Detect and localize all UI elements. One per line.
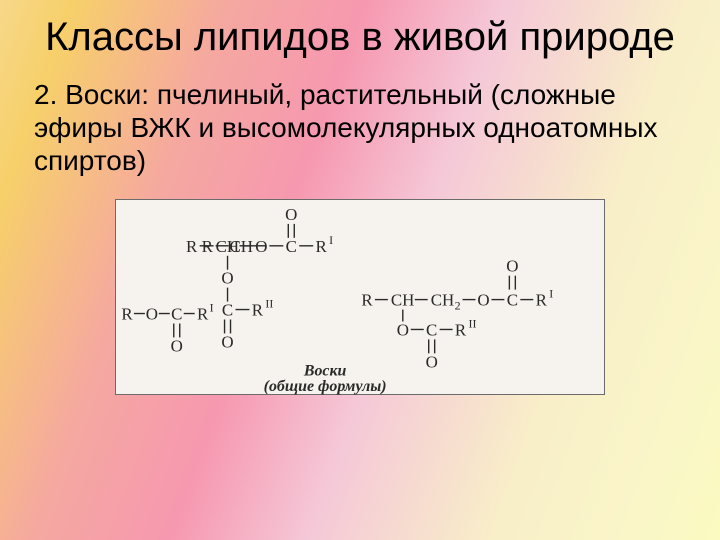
A-CH2: CH — [216, 237, 240, 256]
B2-Rp-p: I — [210, 301, 214, 315]
figure-wrapper: O R CH R CH O — [0, 199, 720, 395]
B2-Rp: R — [197, 305, 209, 324]
structure-B-real: R O C R I O — [120, 298, 220, 356]
cleanup-rect — [265, 206, 285, 240]
A-Rp: R — [316, 237, 328, 256]
C-O: O — [477, 291, 489, 310]
C-Rpp-pp: II — [469, 317, 477, 331]
B2-R: R — [121, 305, 133, 324]
B2-Odown: O — [171, 336, 183, 355]
A-O-down: O — [221, 269, 233, 288]
figure-caption-2: (общие формулы) — [264, 378, 387, 395]
C-R: R — [361, 291, 373, 310]
A-Rpp: R — [252, 301, 264, 320]
C-CH2: CH — [431, 291, 454, 310]
figure-caption-1: Воски — [303, 362, 347, 379]
C-CH: CH — [391, 291, 415, 310]
C-Rp-p: I — [549, 287, 553, 301]
slide-body-text: 2. Воски: пчелиный, растительный (сложны… — [0, 60, 720, 177]
B2-C: C — [171, 305, 182, 324]
structure-C: R CH CH 2 O C R I O — [361, 257, 553, 372]
slide-title: Классы липидов в живой природе — [0, 0, 720, 60]
A-downC-O: O — [221, 332, 233, 351]
A-C-top: C — [286, 237, 297, 256]
slide: Классы липидов в живой природе 2. Воски:… — [0, 0, 720, 540]
C-Rp: R — [536, 291, 548, 310]
A-Rpp-pp: II — [265, 297, 273, 311]
A-topC-O: O — [285, 205, 297, 224]
C-Odown2: O — [426, 352, 438, 371]
A-C-down: C — [222, 301, 233, 320]
C-Otop: O — [506, 257, 518, 276]
A-Rp-prime: I — [329, 233, 333, 247]
C-CH2-sub: 2 — [455, 299, 461, 313]
C-Od: O — [397, 321, 409, 340]
C-Cd: C — [426, 321, 437, 340]
chemical-formula-figure: O R CH R CH O — [115, 199, 605, 395]
A-R2: R — [186, 237, 198, 256]
chemical-formula-svg: O R CH R CH O — [116, 200, 604, 395]
C-Rpp: R — [455, 321, 467, 340]
C-C: C — [507, 291, 518, 310]
B2-O: O — [146, 305, 158, 324]
